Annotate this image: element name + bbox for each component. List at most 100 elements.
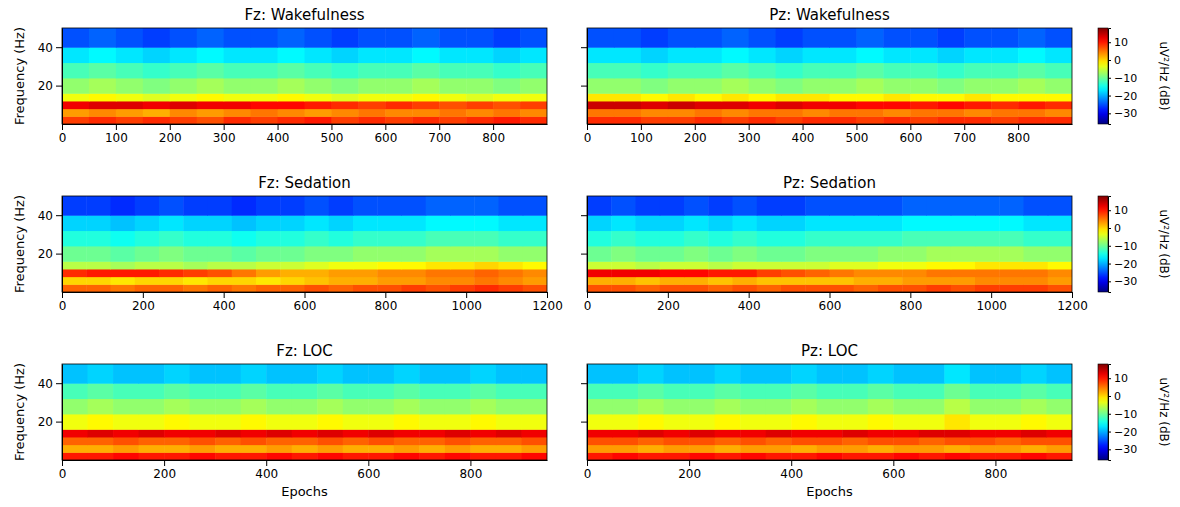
cell <box>251 109 278 117</box>
cell <box>139 452 165 460</box>
x-axis-title: Epochs <box>806 484 853 499</box>
cell <box>883 109 910 117</box>
cell <box>62 452 88 460</box>
cell <box>1045 93 1072 101</box>
cell <box>664 445 690 453</box>
cell <box>999 284 1024 292</box>
cell <box>317 414 343 430</box>
cell <box>317 429 343 437</box>
cell <box>830 284 855 292</box>
cell <box>964 101 991 109</box>
cell <box>964 78 991 94</box>
cell <box>791 445 817 453</box>
tick: 400 <box>255 460 278 481</box>
cell <box>964 93 991 101</box>
cell <box>919 437 945 445</box>
cell <box>474 269 499 277</box>
tick: 100 <box>105 124 128 145</box>
tick: −30 <box>1108 443 1137 456</box>
cell <box>116 78 143 94</box>
tick-label: 200 <box>684 131 707 145</box>
cell <box>1048 196 1072 216</box>
cell <box>587 63 614 79</box>
cell <box>143 78 170 94</box>
cell <box>159 269 184 277</box>
cell <box>412 101 439 109</box>
tick-label: 40 <box>38 377 53 391</box>
cell <box>740 452 766 460</box>
cell <box>111 277 136 285</box>
cell <box>893 429 919 437</box>
cell <box>1021 429 1047 437</box>
cell <box>781 277 806 285</box>
cell <box>62 269 87 277</box>
cell <box>776 78 803 94</box>
cell <box>975 277 1000 285</box>
cell <box>377 284 402 292</box>
tick: −10 <box>1108 408 1137 421</box>
cells <box>62 196 547 292</box>
cell <box>197 116 224 124</box>
cell <box>740 414 766 430</box>
cell <box>613 399 639 415</box>
cell <box>638 437 664 445</box>
tick-label: 800 <box>374 299 397 313</box>
cell <box>280 246 305 262</box>
tick: 300 <box>738 124 761 145</box>
cell <box>170 93 197 101</box>
cell <box>830 63 857 79</box>
cell <box>722 93 749 101</box>
tick-label: −30 <box>1114 107 1137 120</box>
tick: 400 <box>780 460 803 481</box>
cell <box>883 28 910 48</box>
cell <box>868 364 894 384</box>
colorbar: 100−10−20−30uV²/Hz (dB) <box>1098 196 1171 293</box>
cell <box>278 47 305 63</box>
colorbar-scale <box>1098 28 1108 124</box>
cell <box>215 452 241 460</box>
tick: 0 <box>1108 54 1121 67</box>
cell <box>830 109 857 117</box>
cell <box>715 383 741 399</box>
cell <box>62 445 88 453</box>
cell <box>197 47 224 63</box>
cell <box>62 383 88 399</box>
panel: 020040060080010001200Pz: Sedation <box>581 174 1088 313</box>
cell <box>660 277 685 285</box>
cell <box>190 414 216 430</box>
cell <box>353 277 378 285</box>
tick: 400 <box>792 124 815 145</box>
cell <box>776 63 803 79</box>
cell <box>664 364 690 384</box>
cell <box>474 261 499 269</box>
tick: 400 <box>267 124 290 145</box>
cell <box>305 269 330 277</box>
cell <box>385 47 412 63</box>
tick: −20 <box>1108 426 1137 439</box>
cell <box>241 437 267 445</box>
cell <box>1048 246 1072 262</box>
cell <box>715 399 741 415</box>
cell <box>368 437 394 445</box>
cell <box>910 63 937 79</box>
cell <box>256 215 281 231</box>
tick-label: −20 <box>1114 90 1137 103</box>
cell <box>722 28 749 48</box>
cell <box>660 269 685 277</box>
cell <box>385 116 412 124</box>
cell <box>520 116 547 124</box>
tick-mark <box>749 292 750 298</box>
cell <box>830 261 855 269</box>
cell <box>292 437 318 445</box>
cell <box>164 445 190 453</box>
cell <box>305 78 332 94</box>
tick-label: 40 <box>38 41 53 55</box>
tick-mark <box>439 124 440 130</box>
cell <box>358 101 385 109</box>
cell <box>159 215 184 231</box>
cell <box>830 47 857 63</box>
cell <box>660 284 685 292</box>
cell <box>684 269 709 277</box>
tick-label: 10 <box>1114 204 1128 217</box>
cell <box>368 414 394 430</box>
